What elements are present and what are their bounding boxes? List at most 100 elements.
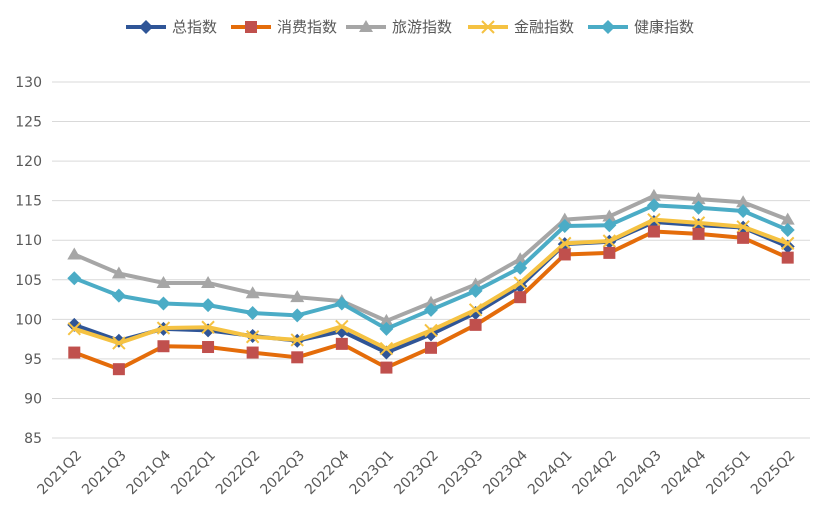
data-point [647,212,661,227]
data-point [736,203,751,218]
data-point [513,260,528,275]
y-tick-label: 85 [24,431,42,447]
data-point [335,319,349,334]
data-point [468,283,483,298]
data-point [513,276,527,290]
chart-legend: 总指数 消费指数 旅游指数 金融指数 健康指数 [126,18,694,36]
data-point [156,321,171,335]
data-point [468,277,483,290]
data-point [513,252,528,265]
legend-label: 健康指数 [634,18,694,36]
data-point [359,20,373,32]
data-point [692,227,705,240]
data-point [558,236,572,251]
legend-item: 消费指数 [231,18,337,36]
data-point [601,20,615,34]
data-point [112,363,125,376]
legend-item: 金融指数 [468,18,574,36]
x-tick-label: 2025Q2 [748,448,799,499]
legend-label: 消费指数 [277,18,337,36]
data-point [201,275,216,288]
data-point [157,340,170,353]
series-旅游指数 [67,188,795,326]
y-tick-label: 130 [15,75,42,91]
y-tick-label: 105 [15,273,42,289]
data-point [245,286,260,299]
data-point [201,298,216,313]
data-point [291,351,304,364]
data-point [737,231,750,244]
data-point [245,21,257,33]
data-point [111,333,126,348]
x-tick-label: 2021Q2 [35,448,86,499]
y-tick-label: 115 [15,194,42,210]
data-point [514,291,527,304]
x-tick-label: 2023Q4 [480,447,531,498]
data-point [780,236,795,251]
data-point [424,295,438,308]
y-axis: 85 90 95 100 105 110 115 120 125 130 [15,75,42,447]
x-tick-label: 2023Q1 [347,448,398,499]
data-point [424,323,438,338]
data-point [335,337,348,350]
data-point [469,318,482,331]
data-point [379,341,394,356]
series-金融指数 [67,212,795,356]
data-point [424,302,438,317]
data-point [245,330,260,344]
data-point [156,296,171,311]
x-tick-label: 2023Q2 [391,448,442,499]
data-point [647,225,660,238]
data-point [202,341,215,354]
legend-label: 总指数 [172,18,217,36]
gridlines [52,81,810,439]
x-tick-label: 2023Q3 [436,448,487,499]
legend-label: 旅游指数 [392,18,452,36]
x-tick-label: 2024Q3 [614,448,665,499]
data-point [602,209,617,222]
data-point [290,308,305,323]
series-健康指数 [67,198,795,336]
data-point [602,234,617,248]
data-point [468,303,483,317]
data-point [425,341,437,354]
x-tick-label: 2022Q1 [168,448,219,499]
x-tick-label: 2022Q4 [302,447,353,498]
x-tick-label: 2022Q3 [257,448,308,499]
data-point [646,188,661,201]
data-point [111,288,126,303]
x-tick-label: 2022Q2 [213,448,264,499]
data-point [558,248,571,261]
data-point [691,200,706,215]
data-point [68,346,81,359]
x-axis: 2021Q22021Q32021Q42022Q12022Q22022Q32022… [35,447,799,498]
data-point [379,321,394,336]
x-tick-label: 2024Q1 [525,448,576,499]
data-point [67,247,82,260]
data-point [139,20,153,34]
y-tick-label: 125 [15,115,42,131]
legend-item: 总指数 [126,18,217,36]
data-point [513,279,528,294]
legend-label: 金融指数 [514,18,574,36]
data-point [781,251,794,264]
data-point [736,195,751,208]
x-tick-label: 2025Q1 [703,448,754,499]
data-point [780,212,795,225]
y-tick-label: 100 [15,312,42,328]
x-tick-label: 2021Q3 [79,448,130,499]
data-point [691,216,706,230]
data-point [557,212,572,225]
data-point [245,306,260,321]
data-point [780,222,795,237]
data-point [201,320,215,334]
data-point [112,336,126,350]
data-point [557,218,572,233]
data-point [380,361,393,374]
data-point [736,220,750,234]
series-group [67,188,795,376]
x-tick-label: 2021Q4 [124,447,175,498]
data-point [334,296,349,311]
data-point [111,266,126,279]
